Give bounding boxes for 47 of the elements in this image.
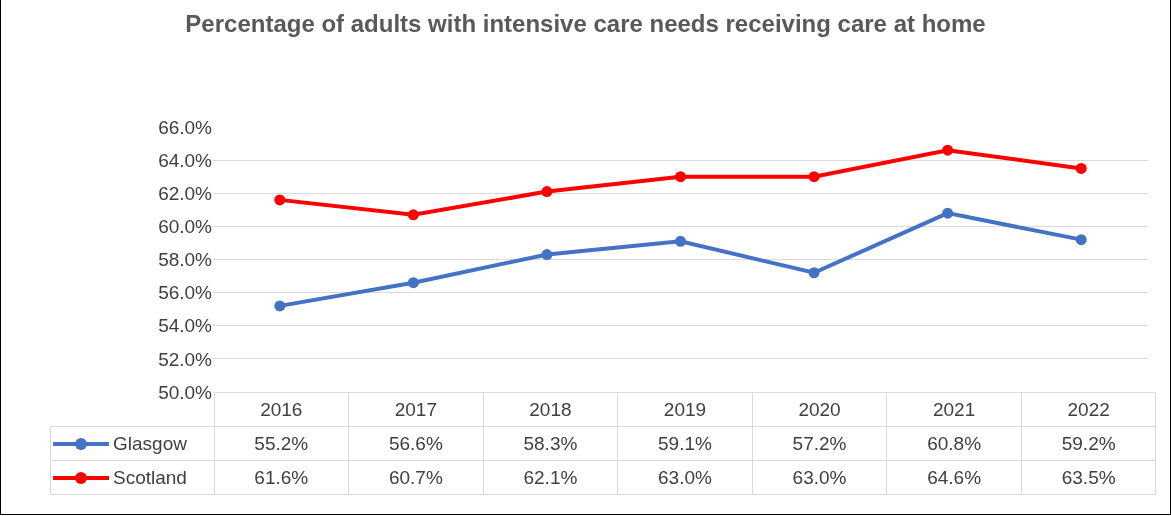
y-tick-label: 56.0% [158, 282, 213, 304]
point [541, 186, 553, 198]
data-label: 57.2% [752, 426, 887, 461]
point [808, 267, 820, 279]
y-tick-label: 50.0% [158, 381, 213, 403]
y-tick-label: 58.0% [158, 249, 213, 271]
point [407, 277, 419, 289]
y-tick-label: 62.0% [158, 182, 213, 204]
data-label: 58.3% [483, 426, 618, 461]
x-tick-label: 2019 [617, 392, 753, 427]
data-label: 61.6% [214, 460, 349, 495]
data-label: 63.0% [617, 460, 753, 495]
point [274, 300, 286, 312]
data-label: 64.6% [886, 460, 1022, 495]
point [942, 144, 954, 156]
data-label: 55.2% [214, 426, 349, 461]
x-tick-label: 2018 [483, 392, 618, 427]
y-tick-label: 66.0% [158, 116, 213, 138]
y-tick-label: 52.0% [158, 348, 213, 370]
data-label: 63.0% [752, 460, 887, 495]
point [675, 171, 686, 183]
point [942, 207, 954, 219]
y-tick-label: 60.0% [158, 216, 213, 238]
point [541, 249, 553, 261]
point [274, 194, 286, 206]
point [407, 209, 419, 221]
x-tick-label: 2017 [348, 392, 484, 427]
data-label: 56.6% [348, 426, 484, 461]
x-tick-label: 2022 [1021, 392, 1156, 427]
chart-title: Percentage of adults with intensive care needs receiving care at home [185, 10, 986, 38]
data-label: 60.8% [886, 426, 1022, 461]
point [675, 235, 686, 247]
y-tick-label: 64.0% [158, 149, 213, 171]
point [1075, 162, 1087, 174]
data-label: 63.5% [1021, 460, 1156, 495]
y-tick-label: 54.0% [158, 315, 213, 337]
data-label: 60.7% [348, 460, 484, 495]
x-tick-label: 2021 [886, 392, 1022, 427]
legend-label: Glasgow [50, 426, 214, 461]
data-label: 59.1% [617, 426, 753, 461]
data-label: 62.1% [483, 460, 618, 495]
x-tick-label: 2016 [214, 392, 349, 427]
data-label: 59.2% [1021, 426, 1156, 461]
x-tick-label: 2020 [752, 392, 887, 427]
point [808, 171, 820, 183]
point [1075, 234, 1087, 246]
legend-label: Scotland [50, 460, 214, 495]
